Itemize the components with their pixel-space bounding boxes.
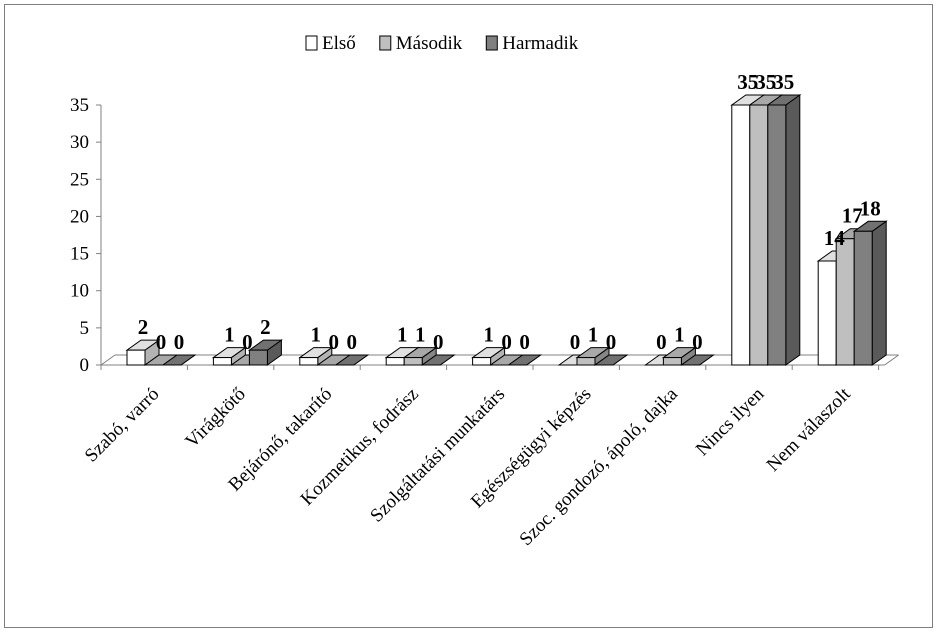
bar — [161, 354, 197, 366]
y-tick-label: 20 — [70, 206, 89, 227]
bar — [334, 354, 370, 366]
data-label: 0 — [347, 330, 358, 354]
data-label: 2 — [260, 315, 271, 339]
bar-front-face — [817, 260, 837, 366]
bar-top-face — [679, 354, 715, 366]
y-tick-label: 15 — [70, 244, 89, 265]
bar-front-face — [731, 104, 751, 366]
bar — [211, 346, 247, 366]
data-label: 0 — [329, 330, 340, 354]
data-label: 35 — [737, 70, 758, 94]
legend-swatch — [379, 35, 392, 51]
bar — [247, 339, 283, 366]
data-label: 2 — [138, 315, 149, 339]
bar-front-face — [403, 357, 423, 366]
bar-front-face — [853, 230, 873, 366]
bar-top-face — [507, 354, 543, 366]
bar — [125, 339, 161, 366]
x-category-label: Nem válaszolt — [763, 383, 856, 476]
floor-right-edge — [884, 354, 899, 366]
data-label: 0 — [692, 330, 703, 354]
bar-top-face — [334, 354, 370, 366]
y-tick-label: 30 — [70, 132, 89, 153]
legend-swatch — [485, 35, 498, 51]
data-label: 0 — [519, 330, 530, 354]
bar — [507, 354, 543, 366]
bar-front-face — [576, 357, 596, 366]
bar-top-face — [161, 354, 197, 366]
bar-front-face — [248, 349, 268, 366]
bar-side-face — [871, 220, 887, 366]
bar-side-face — [785, 94, 801, 366]
data-label: 0 — [656, 330, 667, 354]
data-label: 18 — [860, 196, 881, 220]
data-label: 1 — [311, 323, 322, 347]
bar — [593, 354, 629, 366]
bar — [420, 354, 456, 366]
legend-item: Második — [379, 33, 463, 54]
bar-front-face — [385, 357, 405, 366]
y-axis: 0 5 10 15 20 25 30 35 — [70, 95, 102, 376]
data-label: 1 — [397, 323, 408, 347]
y-tick-label: 25 — [70, 169, 89, 190]
bar — [661, 346, 697, 366]
x-category-label: Szoc. gondozó, ápoló, dajka — [516, 383, 683, 550]
data-label: 17 — [842, 204, 863, 228]
legend-item: Első — [305, 33, 356, 54]
x-category-label: Nincs ilyen — [692, 383, 769, 460]
data-label: 0 — [570, 330, 581, 354]
y-tick-label: 35 — [70, 95, 89, 116]
data-label: 0 — [606, 330, 617, 354]
bar — [298, 346, 334, 366]
data-label: 1 — [588, 323, 599, 347]
chart-frame: 0 5 10 15 20 25 30 35 2 0 0 1 0 2 1 0 0 1 1 0 1 0 0 0 1 0 0 1 0 35 35… — [4, 4, 933, 628]
floor-left-edge — [100, 354, 116, 366]
data-label: 35 — [773, 70, 794, 94]
bar-front-face — [126, 349, 146, 366]
bar-top-face — [593, 354, 629, 366]
data-label: 0 — [242, 330, 253, 354]
legend-label: Második — [396, 33, 463, 54]
x-category-label: Szabó, varró — [81, 384, 164, 467]
bar-front-face — [299, 357, 319, 366]
y-tick-label: 5 — [80, 318, 90, 339]
data-label: 1 — [415, 323, 426, 347]
data-label: 0 — [156, 330, 167, 354]
bar-front-face — [662, 357, 682, 366]
y-tick-label: 0 — [80, 355, 90, 376]
bar-front-face — [835, 238, 855, 366]
bar — [471, 346, 507, 366]
data-label: 1 — [483, 323, 494, 347]
bars — [125, 94, 888, 366]
data-label: 0 — [433, 330, 444, 354]
legend-label: Első — [322, 33, 356, 54]
bar-top-face — [420, 354, 456, 366]
bar-front-face — [472, 357, 492, 366]
y-tick-label: 10 — [70, 281, 89, 302]
legend: Első Második Harmadik — [305, 33, 579, 54]
data-label: 0 — [174, 330, 185, 354]
data-label: 14 — [824, 226, 846, 250]
data-label: 0 — [501, 330, 512, 354]
bar — [766, 94, 802, 366]
data-label: 1 — [224, 323, 235, 347]
legend-item: Harmadik — [485, 33, 579, 54]
bar-front-face — [767, 104, 787, 366]
bar — [852, 220, 888, 366]
data-label: 35 — [755, 70, 776, 94]
data-label: 1 — [674, 323, 685, 347]
bar — [679, 354, 715, 366]
legend-swatch — [305, 35, 318, 51]
legend-label: Harmadik — [502, 33, 578, 54]
x-category-label: Virágkötő — [181, 384, 250, 453]
bar-front-face — [212, 357, 232, 366]
bar-front-face — [749, 104, 769, 366]
